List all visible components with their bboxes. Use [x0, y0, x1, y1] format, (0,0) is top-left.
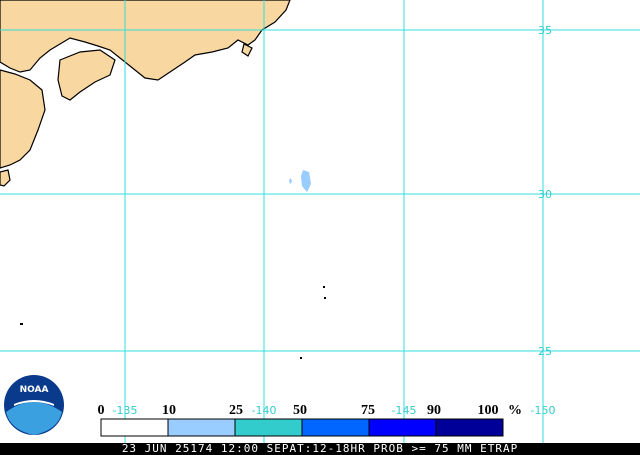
legend-label: 10 [162, 403, 176, 418]
caption-bar [0, 443, 640, 455]
legend-label: 0 [98, 403, 105, 418]
latitude-label: 25 [538, 345, 552, 358]
longitude-label: -150 [531, 404, 556, 417]
legend-label: 75 [361, 403, 375, 418]
probability-area [289, 178, 292, 184]
longitude-label: -135 [113, 404, 138, 417]
latitude-label: 30 [538, 188, 552, 201]
land [0, 0, 291, 187]
islands [20, 286, 326, 359]
graticule [0, 0, 640, 443]
longitude-label: -140 [252, 404, 277, 417]
legend-label: 90 [427, 403, 441, 418]
longitude-label: -145 [392, 404, 417, 417]
probability-area [301, 170, 311, 192]
legend-label: 25 [229, 403, 243, 418]
logo-text: NOAA [20, 385, 49, 395]
legend-label: 50 [293, 403, 307, 418]
legend [100, 418, 504, 437]
noaa-logo: NOAA [4, 375, 64, 435]
legend-label: 100 [478, 403, 499, 418]
latitude-label: 35 [538, 24, 552, 37]
caption: 23 JUN 25174 12:00 SEPAT:12-18HR PROB >=… [122, 442, 518, 455]
legend-unit: % [508, 403, 522, 418]
